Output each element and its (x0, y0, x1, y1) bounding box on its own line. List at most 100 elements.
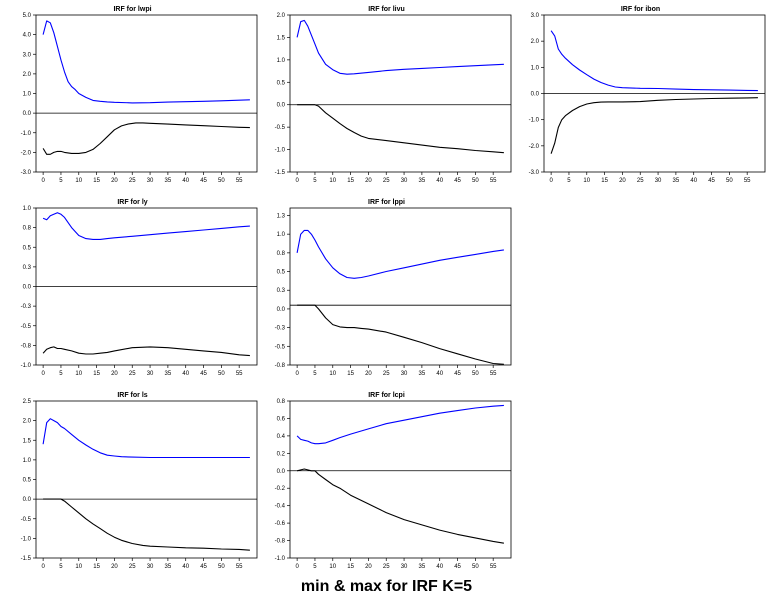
y-tick-label: 1.0 (277, 58, 286, 64)
x-tick-label: 30 (401, 371, 408, 377)
chart-svg: -1.0 -0.8 -0.5 -0.3 0.0 0.3 0.5 0.8 1.0 0 5 10 15 20 2… (21, 206, 258, 377)
upper-bound-line (296, 404, 504, 445)
panel-title: IRF for ibon (620, 6, 661, 13)
y-tick-label: -3.0 (529, 170, 540, 176)
x-tick-label: 20 (365, 178, 372, 184)
x-tick-label: 15 (347, 178, 354, 184)
x-tick-label: 15 (601, 178, 608, 184)
upper-bound-line (296, 19, 504, 75)
x-tick-label: 10 (75, 564, 82, 570)
x-tick-label: 55 (236, 564, 243, 570)
y-tick-label: -0.5 (21, 324, 32, 330)
x-tick-label: 30 (147, 564, 154, 570)
x-tick-label: 10 (583, 178, 590, 184)
x-tick-label: 50 (726, 178, 733, 184)
y-tick-label: 3.0 (23, 52, 32, 58)
x-tick-label: 55 (236, 371, 243, 377)
y-tick-label: 0.3 (23, 265, 32, 271)
x-tick-label: 35 (165, 371, 172, 377)
y-tick-label: 2.0 (23, 72, 32, 78)
panel-title: IRF for lppi (368, 199, 405, 206)
y-tick-label: -0.8 (275, 363, 286, 369)
x-tick-label: 5 (313, 178, 317, 184)
x-tick-label: 55 (490, 564, 497, 570)
x-tick-label: 20 (111, 371, 118, 377)
x-tick-label: 55 (236, 178, 243, 184)
panel-title: IRF for lwpi (113, 6, 152, 13)
y-tick-label: 0.0 (23, 285, 32, 291)
x-tick-label: 55 (490, 178, 497, 184)
x-tick-label: 45 (454, 564, 461, 570)
y-tick-label: -0.3 (21, 304, 32, 310)
y-tick-label: 0.0 (23, 111, 32, 117)
x-tick-label: 5 (313, 564, 317, 570)
upper-bound-line (296, 229, 504, 279)
y-tick-label: -0.3 (275, 326, 286, 332)
y-tick-label: 0.0 (277, 469, 286, 475)
y-tick-label: 1.0 (23, 206, 32, 212)
y-tick-label: 0.0 (277, 103, 286, 109)
y-tick-label: 0.4 (277, 434, 286, 440)
x-tick-label: 25 (129, 178, 136, 184)
lower-bound-line (42, 346, 250, 357)
y-tick-label: 1.0 (23, 458, 32, 464)
irf-panel-livu: -1.5 -1.0 -0.5 0.0 0.5 1.0 1.5 2.0 0 5 10 15 20 25 30 3… (259, 5, 514, 190)
y-tick-label: 5.0 (23, 13, 32, 19)
x-tick-label: 35 (419, 178, 426, 184)
x-tick-label: 30 (401, 178, 408, 184)
y-tick-label: 2.0 (277, 13, 286, 19)
y-tick-label: 0.5 (23, 245, 32, 251)
x-tick-label: 25 (383, 371, 390, 377)
y-tick-label: -0.8 (275, 539, 286, 545)
y-tick-label: -0.2 (275, 486, 286, 492)
x-tick-label: 20 (365, 371, 372, 377)
y-tick-label: 0.5 (23, 478, 32, 484)
x-tick-label: 30 (401, 564, 408, 570)
irf-panel-lcpi: -1.0 -0.8 -0.6 -0.4 -0.2 0.0 0.2 0.4 0.6 0.8 0 5 10 1… (259, 391, 514, 576)
x-tick-label: 10 (329, 371, 336, 377)
panel-title: IRF for ly (117, 199, 148, 206)
x-tick-label: 15 (93, 564, 100, 570)
plot-frame (289, 207, 512, 366)
x-tick-label: 45 (708, 178, 715, 184)
y-tick-label: -1.5 (275, 170, 286, 176)
y-tick-label: 0.8 (23, 226, 32, 232)
y-tick-label: -0.5 (21, 517, 32, 523)
x-tick-label: 45 (200, 564, 207, 570)
lower-bound-line (297, 104, 504, 154)
x-tick-label: 50 (218, 371, 225, 377)
x-tick-label: 25 (637, 178, 644, 184)
x-tick-label: 40 (690, 178, 697, 184)
y-tick-label: -0.8 (21, 343, 32, 349)
lower-bound-line (550, 97, 758, 154)
lower-bound-line (297, 304, 504, 365)
x-tick-label: 40 (436, 564, 443, 570)
x-tick-label: 5 (59, 371, 63, 377)
x-tick-label: 15 (347, 564, 354, 570)
x-tick-label: 15 (93, 178, 100, 184)
y-tick-label: 0.8 (277, 251, 286, 257)
y-tick-label: 1.3 (277, 213, 286, 219)
x-tick-label: 40 (436, 371, 443, 377)
y-tick-label: 0.5 (277, 270, 286, 276)
panel-title: IRF for livu (368, 6, 405, 13)
panel-title: IRF for lcpi (368, 392, 405, 399)
x-tick-label: 40 (182, 564, 189, 570)
x-tick-label: 45 (454, 178, 461, 184)
x-tick-label: 55 (490, 371, 497, 377)
x-tick-label: 0 (41, 371, 45, 377)
x-tick-label: 25 (383, 178, 390, 184)
x-tick-label: 0 (549, 178, 553, 184)
y-tick-label: 0.8 (277, 399, 286, 405)
lower-bound-line (43, 498, 250, 551)
plot-frame (35, 400, 258, 559)
x-tick-label: 45 (200, 178, 207, 184)
x-tick-label: 35 (165, 564, 172, 570)
upper-bound-line (42, 20, 250, 104)
plot-frame (289, 400, 512, 559)
x-tick-label: 0 (295, 178, 299, 184)
chart-svg: -1.5 -1.0 -0.5 0.0 0.5 1.0 1.5 2.0 2.5 0 5 10 15 20 25… (21, 399, 258, 570)
x-tick-label: 35 (165, 178, 172, 184)
x-tick-label: 35 (419, 564, 426, 570)
chart-svg: -1.5 -1.0 -0.5 0.0 0.5 1.0 1.5 2.0 0 5 10 15 20 25 30 3… (275, 13, 512, 184)
